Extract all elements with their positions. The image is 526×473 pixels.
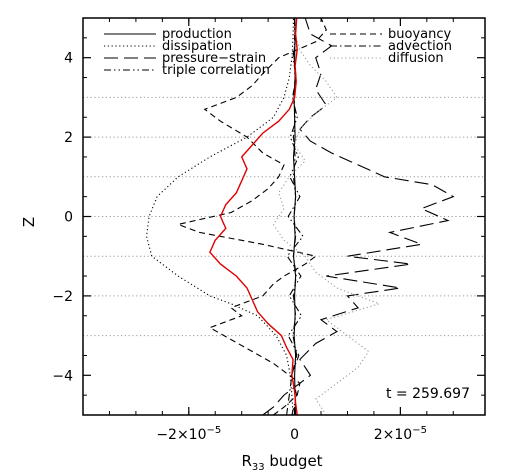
legend-label: triple correlation [162, 63, 270, 78]
y-tick-label: −4 [52, 368, 73, 384]
legend-label: dissipation [162, 39, 232, 54]
x-tick-label: 2×10−5 [374, 425, 427, 443]
pressure-strain-line [262, 17, 455, 416]
y-tick-label: 4 [64, 51, 73, 67]
y-tick-label: 2 [64, 130, 73, 146]
series-lines [145, 17, 455, 416]
horizontal-reference-lines [83, 96, 485, 337]
dissipation-line [145, 17, 295, 416]
diffusion-line [272, 18, 381, 416]
legend-label: buoyancy [388, 27, 451, 42]
x-tick-label: −2×10−5 [156, 425, 221, 443]
legend: productiondissipationpressure−straintrip… [104, 27, 452, 78]
y-axis-label: Z [20, 217, 38, 227]
x-axis-label-subscript: 33 [252, 462, 265, 473]
time-annotation: t = 259.697 [386, 386, 470, 402]
plot-frame [82, 17, 486, 416]
legend-label: production [162, 27, 232, 42]
triple-correlation-line [286, 17, 304, 416]
x-axis-label-rest: budget [265, 452, 323, 470]
axis-ticks: −4 −2 0 2 4 −2×10−5 0 2×10−5 [52, 18, 485, 443]
y-tick-label: 0 [64, 210, 73, 226]
red-total-line [209, 17, 298, 416]
x-tick-label: 0 [290, 427, 299, 443]
legend-label: pressure−strain [162, 51, 266, 66]
x-axis-label-main: R [241, 452, 251, 470]
legend-label: diffusion [388, 51, 444, 66]
y-tick-label: −2 [52, 289, 73, 305]
legend-label: advection [388, 39, 452, 54]
x-axis-label: R33 budget [241, 452, 322, 473]
buoyancy-line [176, 17, 327, 416]
